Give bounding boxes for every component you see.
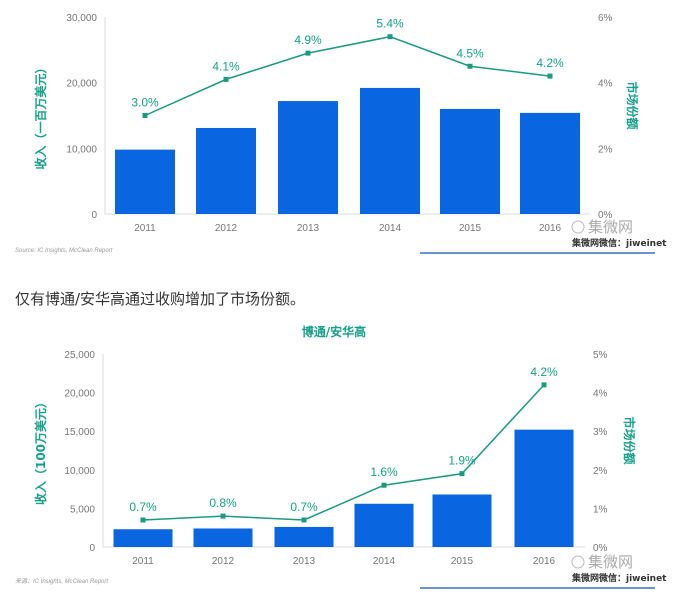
wechat-logo-icon	[571, 220, 585, 234]
y2-tick-label: 0%	[593, 543, 608, 554]
bar-2011	[115, 149, 175, 214]
chart-1: 0 10,000 20,000 30,000 0% 2% 4% 6% 收入（一百万美元） 市场份额…	[15, 13, 667, 254]
y-tick-label: 0	[91, 210, 97, 221]
market-share-point	[387, 34, 393, 40]
y-tick-label: 10,000	[64, 466, 95, 477]
data-label: 5.4%	[376, 17, 404, 31]
x-tick-label: 2014	[379, 223, 402, 234]
bar-2015	[432, 494, 492, 547]
x-tick-label: 2012	[212, 556, 235, 567]
caption-text: 仅有博通/安华高通过收购增加了市场份额。	[15, 290, 306, 308]
data-label: 3.0%	[131, 96, 159, 110]
wechat-logo-icon	[571, 555, 585, 569]
x-tick-label: 2013	[297, 223, 320, 234]
bar-2016	[520, 112, 580, 214]
bar-2013	[274, 526, 334, 547]
x-tick-label: 2015	[459, 223, 482, 234]
data-label: 4.1%	[212, 59, 240, 73]
y2-tick-label: 6%	[598, 13, 613, 24]
y2-tick-label: 3%	[593, 427, 608, 438]
y-tick-label: 10,000	[66, 144, 97, 155]
market-share-line	[142, 384, 545, 521]
market-share-point	[547, 73, 553, 79]
y-tick-label: 30,000	[66, 13, 97, 24]
y2-tick-label: 5%	[593, 350, 608, 361]
market-share-point	[467, 63, 473, 69]
watermark-logo: 集微网	[588, 553, 633, 571]
y2-tick-label: 0%	[598, 210, 613, 221]
y2-tick-label: 1%	[593, 504, 608, 515]
y-axis-title: 收入（100万美元）	[33, 396, 48, 505]
bar-2011	[113, 529, 173, 547]
y-tick-label: 0	[89, 543, 95, 554]
data-label: 1.6%	[370, 465, 398, 479]
watermark-wechat: 集微网微信：jiweinet	[571, 237, 667, 249]
y2-axis-title: 市场份额	[622, 416, 637, 464]
x-tick-label: 2016	[539, 223, 562, 234]
bar-2013	[278, 101, 338, 214]
data-label: 0.8%	[209, 496, 237, 510]
bar-2014	[354, 503, 414, 547]
y-tick-label: 15,000	[64, 427, 95, 438]
bar-2016	[514, 429, 574, 547]
market-share-point	[459, 471, 465, 477]
data-label: 0.7%	[290, 500, 318, 514]
market-share-point	[381, 482, 387, 488]
x-tick-label: 2011	[134, 223, 156, 234]
x-tick-label: 2011	[132, 556, 154, 567]
bar-2015	[440, 108, 500, 214]
y2-tick-label: 4%	[593, 389, 608, 400]
y2-tick-label: 4%	[598, 79, 613, 90]
bar-2012	[193, 528, 253, 547]
y2-axis-title: 市场份额	[625, 81, 640, 129]
market-share-point	[301, 517, 307, 523]
x-tick-label: 2015	[451, 556, 474, 567]
market-share-line	[144, 35, 551, 117]
chart-title: 博通/安华高	[302, 324, 366, 339]
chart-2: 博通/安华高 0 5,000 10,000 15,000 20,000 25,000 0% 1%…	[15, 324, 667, 589]
y-tick-label: 25,000	[64, 350, 95, 361]
market-share-point	[305, 50, 311, 56]
bar-2014	[360, 87, 420, 214]
market-share-point	[142, 113, 148, 118]
data-label: 4.2%	[536, 56, 564, 70]
bar-2012	[196, 127, 256, 214]
y2-tick-label: 2%	[593, 466, 608, 477]
watermark-logo: 集微网	[588, 218, 633, 236]
market-share-point	[220, 513, 226, 519]
y-tick-label: 20,000	[64, 389, 95, 400]
source-note: Source: IC Insights, McClean Report	[15, 248, 113, 254]
source-note: 来源：IC Insights, McClean Report	[15, 577, 108, 585]
x-tick-label: 2016	[533, 556, 556, 567]
y-axis-title: 收入（一百万美元）	[33, 61, 48, 169]
x-tick-label: 2012	[215, 223, 238, 234]
x-tick-label: 2014	[373, 556, 396, 567]
x-tick-label: 2013	[293, 556, 316, 567]
watermark-wechat: 集微网微信：jiweinet	[571, 572, 667, 584]
y-tick-label: 5,000	[70, 504, 95, 515]
market-share-point	[140, 517, 146, 523]
data-label: 4.2%	[530, 365, 558, 379]
market-share-point	[541, 382, 547, 388]
y-tick-label: 20,000	[66, 79, 97, 90]
market-share-point	[223, 76, 229, 82]
data-label: 0.7%	[129, 500, 157, 514]
y2-tick-label: 2%	[598, 144, 613, 155]
data-label: 4.9%	[294, 33, 322, 47]
data-label: 1.9%	[448, 454, 476, 468]
data-label: 4.5%	[456, 46, 484, 60]
